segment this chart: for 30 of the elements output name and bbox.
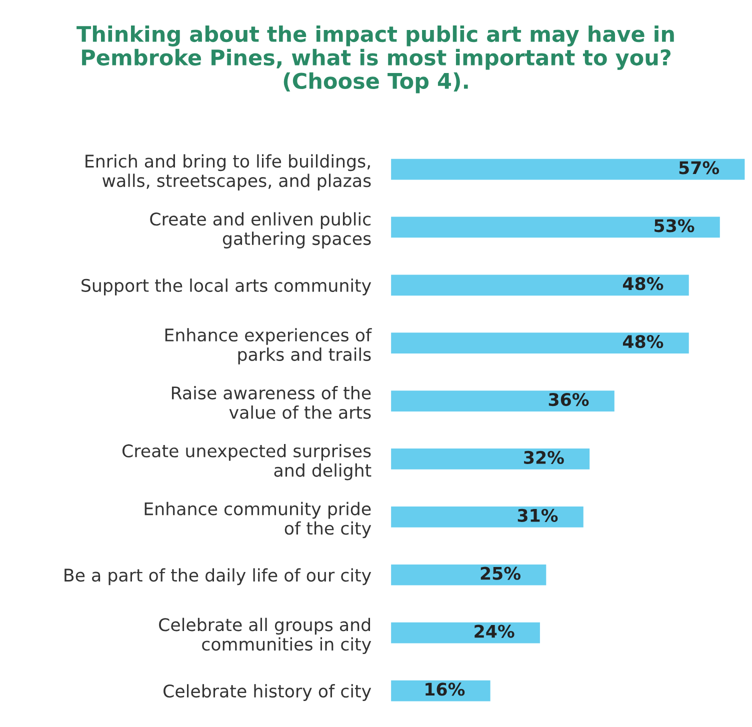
y-tick-label: Support the local arts community bbox=[82, 278, 372, 296]
data-label: 48% bbox=[622, 335, 664, 348]
bar bbox=[391, 390, 614, 412]
y-tick-label: Enhance community pride of the city bbox=[144, 502, 372, 538]
bar bbox=[391, 158, 745, 180]
bar bbox=[391, 332, 689, 354]
data-label: 25% bbox=[480, 566, 520, 580]
data-label: 16% bbox=[426, 682, 465, 696]
y-tick-label: Enhance experiences of parks and trails bbox=[165, 328, 372, 364]
bar bbox=[391, 506, 584, 528]
y-tick-label: Be a part of the daily life of our city bbox=[64, 568, 372, 586]
y-tick-label: Celebrate all groups and communities in city bbox=[159, 618, 372, 654]
chart-title: Thinking about the impact public art may have in Pembroke Pines, what is most important to you? (Choose Top 4). bbox=[76, 25, 674, 94]
bar bbox=[391, 216, 720, 238]
bar bbox=[391, 274, 689, 296]
data-label: 32% bbox=[524, 450, 564, 464]
data-label: 24% bbox=[474, 624, 514, 638]
y-tick-label: Enrich and bring to life buildings, walls, streetscapes, and plazas bbox=[86, 154, 371, 191]
bar bbox=[391, 564, 546, 586]
y-tick-label: Create and enliven public gathering spaces bbox=[150, 212, 371, 248]
data-label: 48% bbox=[622, 277, 664, 290]
data-label: 31% bbox=[518, 508, 558, 522]
bar bbox=[391, 448, 590, 470]
bar bbox=[391, 622, 540, 644]
y-tick-label: Create unexpected surprises and delight bbox=[122, 444, 372, 480]
y-tick-label: Celebrate history of city bbox=[164, 684, 372, 701]
data-label: 57% bbox=[679, 161, 720, 174]
data-label: 53% bbox=[654, 219, 694, 232]
data-label: 36% bbox=[548, 392, 589, 406]
y-tick-label: Raise awareness of the value of the arts bbox=[172, 386, 371, 419]
